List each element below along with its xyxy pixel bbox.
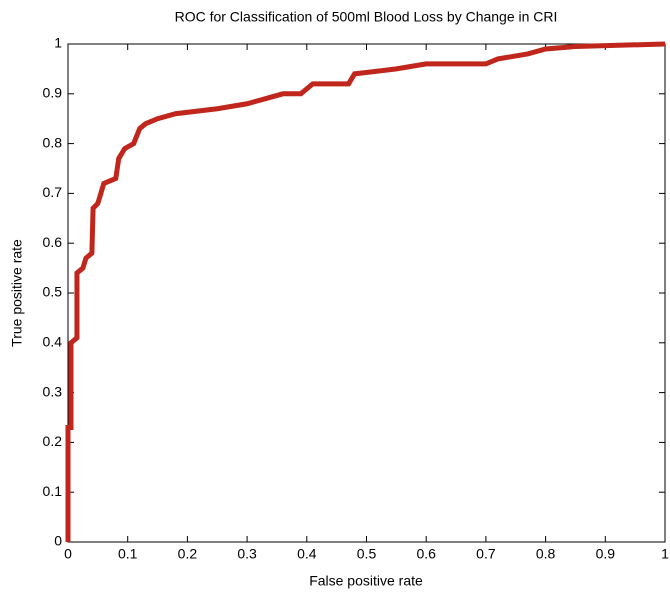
x-tick-label: 0.4 <box>297 546 317 562</box>
y-tick-label: 0.9 <box>43 85 63 101</box>
y-tick-label: 0.2 <box>43 433 63 449</box>
y-tick-label: 0.8 <box>43 134 63 150</box>
y-tick-label: 1 <box>54 35 62 51</box>
x-tick-label: 0.5 <box>357 546 377 562</box>
y-axis-label: True positive rate <box>9 239 25 347</box>
x-tick-label: 1 <box>661 546 669 562</box>
roc-curve <box>65 41 666 542</box>
x-tick-label: 0.8 <box>536 546 556 562</box>
y-tick-label: 0.3 <box>43 383 63 399</box>
x-tick-label: 0.9 <box>596 546 616 562</box>
x-tick-label: 0.1 <box>118 546 138 562</box>
y-tick-label: 0 <box>54 533 62 549</box>
y-tick-label: 0.6 <box>43 234 63 250</box>
y-tick-label: 0.5 <box>43 284 63 300</box>
x-tick-label: 0.2 <box>178 546 198 562</box>
y-tick-label: 0.7 <box>43 184 63 200</box>
x-tick-label: 0 <box>64 546 72 562</box>
y-tick-label: 0.4 <box>43 334 63 350</box>
chart-title: ROC for Classification of 500ml Blood Lo… <box>175 9 558 25</box>
x-tick-label: 0.6 <box>416 546 436 562</box>
y-tick-label: 0.1 <box>43 483 63 499</box>
x-tick-label: 0.7 <box>476 546 496 562</box>
x-tick-label: 0.3 <box>237 546 257 562</box>
x-axis-label: False positive rate <box>309 573 423 589</box>
